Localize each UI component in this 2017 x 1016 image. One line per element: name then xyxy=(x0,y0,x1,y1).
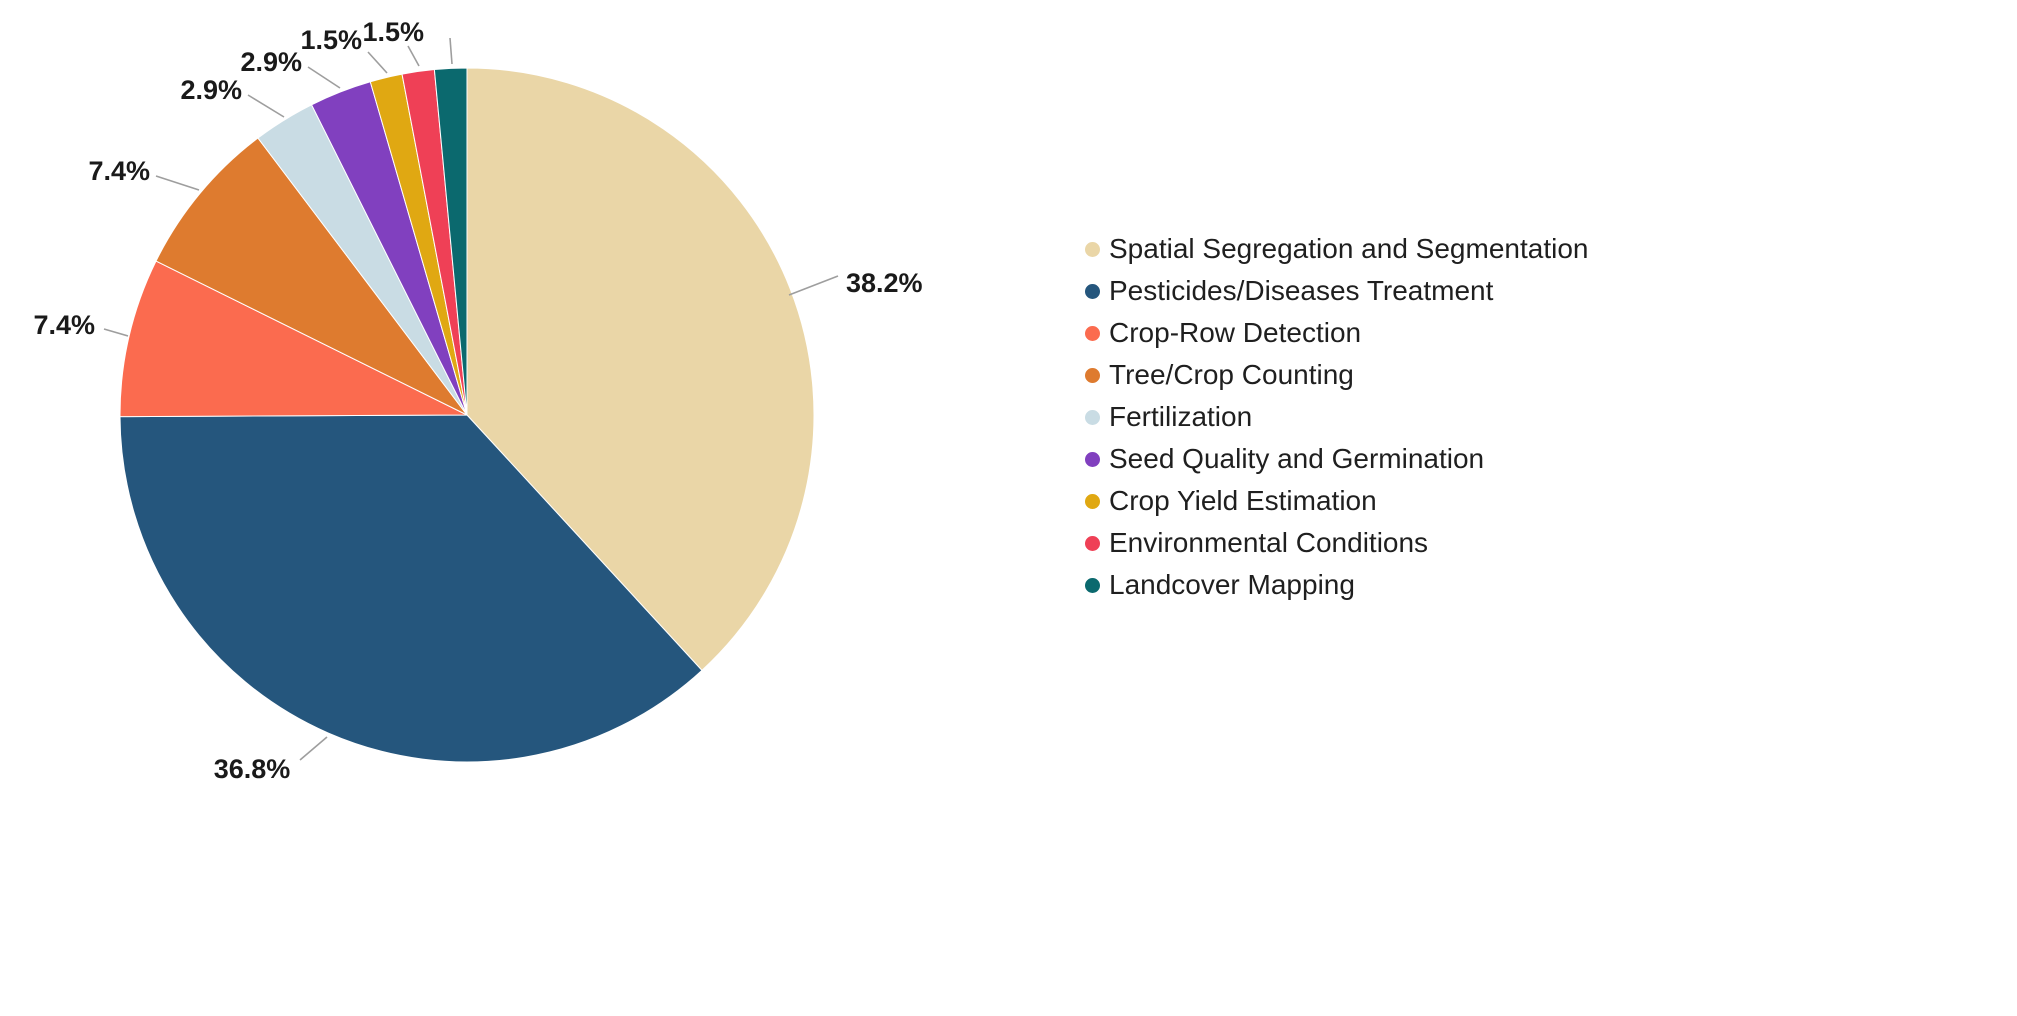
legend-item-label: Environmental Conditions xyxy=(1109,527,1429,558)
legend-color-dot-icon xyxy=(1085,493,1100,509)
slice-percent-label: 7.4% xyxy=(33,310,95,340)
slice-percent-label: 2.9% xyxy=(180,75,242,105)
slice-percent-label: 1.5% xyxy=(300,25,362,55)
legend-item: Crop-Row Detection xyxy=(1085,312,1588,354)
legend-item: Tree/Crop Counting xyxy=(1085,354,1588,396)
slice-percent-labels: 38.2%36.8%7.4%7.4%2.9%2.9%1.5% 1.5% xyxy=(33,17,922,784)
legend-item-label: Spatial Segregation and Segmentation xyxy=(1109,233,1589,264)
label-leader-line xyxy=(367,51,388,74)
label-leader-line xyxy=(307,66,341,89)
slice-percent-label: 38.2% xyxy=(846,268,923,298)
legend-item: Crop Yield Estimation xyxy=(1085,480,1588,522)
legend-item-label: Seed Quality and Germination xyxy=(1109,443,1485,474)
pie-slice xyxy=(433,67,468,416)
legend-item: Seed Quality and Germination xyxy=(1085,438,1588,480)
label-leader-line xyxy=(407,45,420,67)
legend-item: Environmental Conditions xyxy=(1085,522,1588,564)
pie-slice xyxy=(155,137,468,416)
legend-color-dot-icon xyxy=(1085,325,1100,341)
legend-color-dot-icon xyxy=(1085,241,1100,257)
legend-color-dot-icon xyxy=(1085,283,1100,299)
pie-slice xyxy=(119,260,468,418)
pie-slice xyxy=(466,67,815,672)
legend-item-label: Pesticides/Diseases Treatment xyxy=(1109,275,1494,306)
legend-color-dot-icon xyxy=(1085,409,1100,425)
slice-percent-label: 36.8% xyxy=(214,754,291,784)
legend-item-label: Landcover Mapping xyxy=(1109,569,1355,600)
legend-color-dot-icon xyxy=(1085,367,1100,383)
legend-item-label: Crop-Row Detection xyxy=(1109,317,1362,348)
label-leader-line xyxy=(788,275,839,296)
label-leader-line xyxy=(247,94,285,118)
legend-color-dot-icon xyxy=(1085,577,1100,593)
legend-item: Pesticides/Diseases Treatment xyxy=(1085,270,1588,312)
label-leader-line xyxy=(299,736,328,761)
label-leader-line xyxy=(103,328,129,337)
legend-item: Spatial Segregation and Segmentation xyxy=(1085,228,1588,270)
legend-item: Fertilization xyxy=(1085,396,1588,438)
legend-item-label: Crop Yield Estimation xyxy=(1109,485,1377,516)
legend-item-label: Fertilization xyxy=(1109,401,1253,432)
label-leader-lines xyxy=(103,37,839,761)
slice-percent-label: 1.5% xyxy=(362,17,424,47)
chart-legend: Spatial Segregation and Segmentation Pest… xyxy=(1085,228,1588,606)
label-leader-line xyxy=(449,37,453,65)
legend-color-dot-icon xyxy=(1085,451,1100,467)
slice-percent-label: 7.4% xyxy=(88,156,150,186)
legend-item: Landcover Mapping xyxy=(1085,564,1588,606)
slice-percent-label: 2.9% xyxy=(240,47,302,77)
pie-slice xyxy=(119,414,703,763)
pie-slices xyxy=(119,67,815,763)
legend-item-label: Tree/Crop Counting xyxy=(1109,359,1354,390)
legend-color-dot-icon xyxy=(1085,535,1100,551)
label-leader-line xyxy=(155,175,200,191)
